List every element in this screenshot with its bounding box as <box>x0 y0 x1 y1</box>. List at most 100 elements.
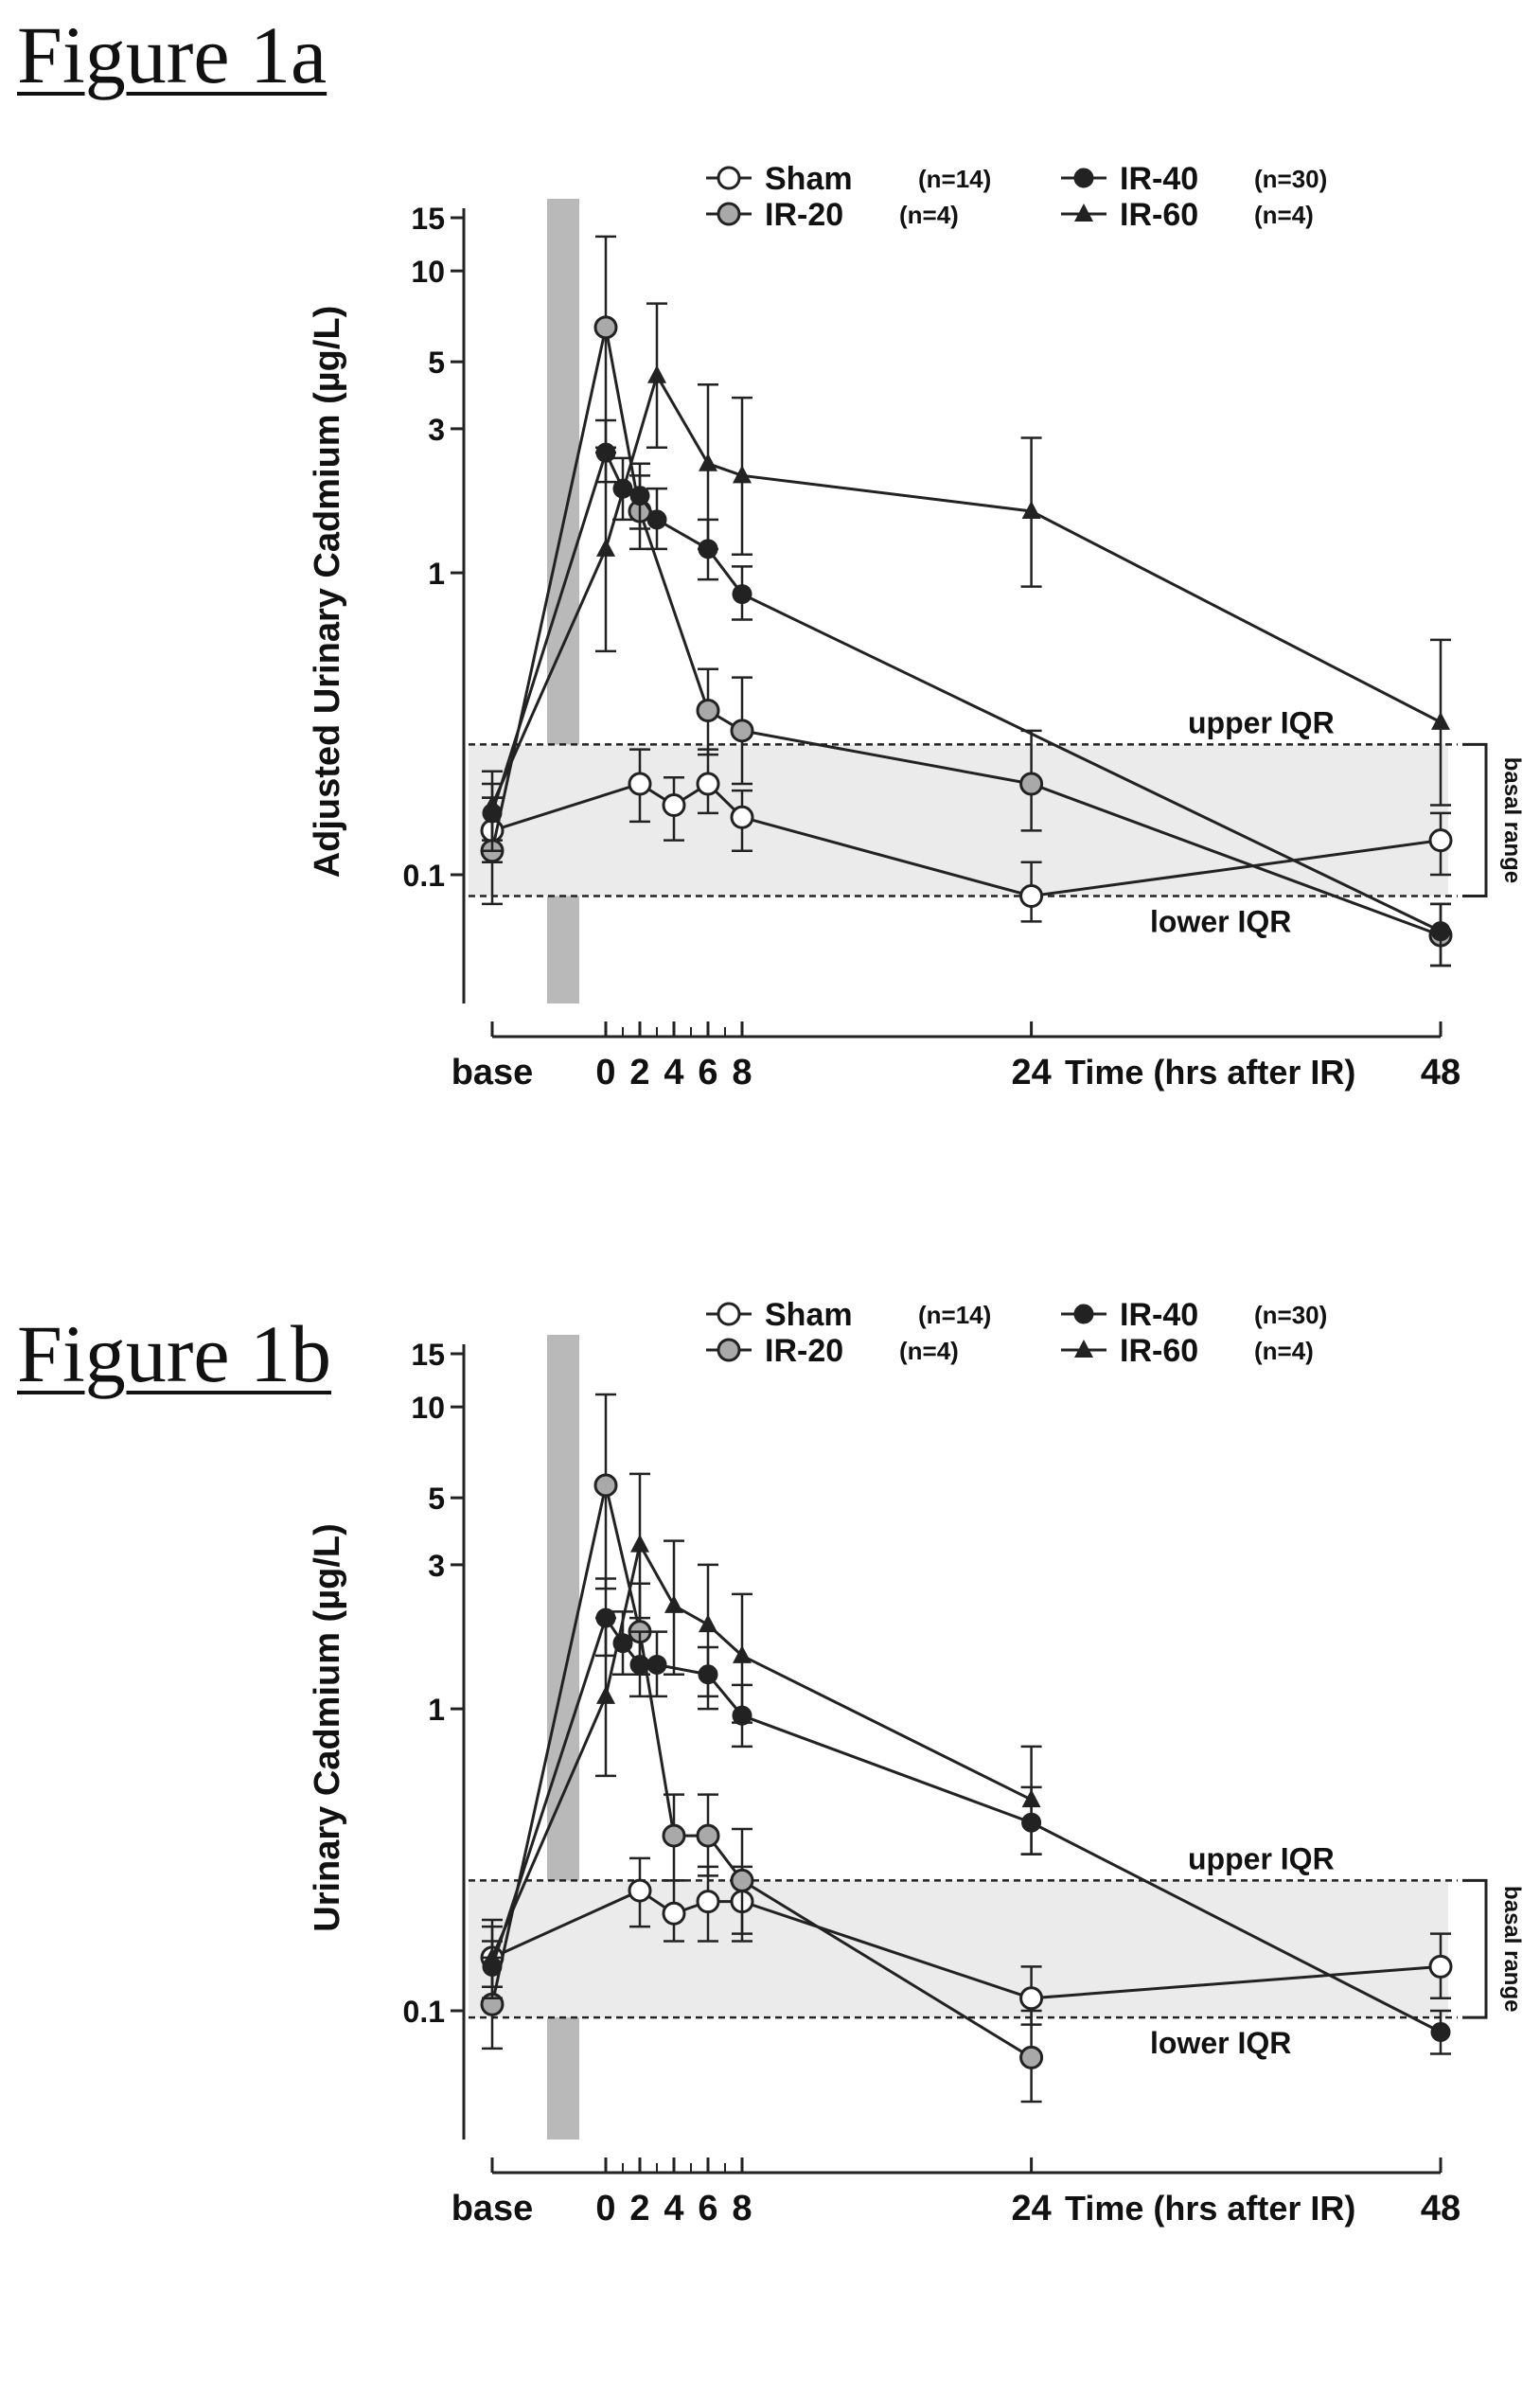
legend-entry-ir-20: IR-20 (n=4) <box>706 1333 959 1369</box>
x-tick-label: 0 <box>595 1053 615 1092</box>
y-tick-label: 15 <box>411 1338 445 1372</box>
basal-range-label: basal range <box>1499 1886 1525 2012</box>
legend-n-label: (n=14) <box>918 1301 991 1329</box>
data-point <box>664 795 684 816</box>
x-tick-label: 48 <box>1421 1053 1460 1092</box>
data-point <box>664 1825 684 1846</box>
x-tick-label: 6 <box>698 2189 717 2228</box>
x-tick-label: 4 <box>664 1053 683 1092</box>
legend-n-label: (n=30) <box>1254 1301 1327 1329</box>
data-point <box>699 453 717 471</box>
legend-marker <box>718 168 739 188</box>
lower-iqr-label: lower IQR <box>1150 2026 1291 2060</box>
legend-label: IR-20 <box>765 197 843 233</box>
legend-label: IR-60 <box>1120 1333 1198 1369</box>
y-axis-label: Urinary Cadmium (µg/L) <box>308 1523 347 1932</box>
data-point <box>630 1535 649 1553</box>
data-point <box>648 1656 665 1673</box>
basal-range-bracket <box>1462 744 1486 896</box>
x-tick-label: 48 <box>1421 2189 1460 2228</box>
data-point <box>1021 773 1042 794</box>
data-point <box>596 1686 615 1704</box>
data-point <box>631 1656 648 1673</box>
legend-entry-sham: Sham(n=14) <box>706 161 991 197</box>
data-point <box>732 807 752 827</box>
basal-range-bracket <box>1462 1880 1486 2017</box>
data-point <box>1021 886 1042 907</box>
upper-iqr-label: upper IQR <box>1188 1841 1335 1875</box>
x-tick-label: 4 <box>664 2189 683 2228</box>
data-point <box>699 1614 717 1632</box>
y-tick-label: 1 <box>428 1693 445 1727</box>
y-tick-label: 1 <box>428 557 445 591</box>
data-point <box>1432 2024 1449 2041</box>
y-axis-label: Adjusted Urinary Cadmium (µg/L) <box>308 306 347 879</box>
legend-n-label: (n=4) <box>899 1337 959 1365</box>
x-tick-label: 2 <box>629 1053 649 1092</box>
lower-iqr-label: lower IQR <box>1150 905 1291 939</box>
y-tick-label: 5 <box>428 346 445 380</box>
series-line <box>492 376 1441 806</box>
data-point <box>596 539 615 557</box>
data-point <box>629 1880 650 1901</box>
upper-iqr-label: upper IQR <box>1188 705 1335 739</box>
chart-figure-1a: upper IQR lower IQR basal range 15 10 5 3 1 0.1 A… <box>0 161 1540 1259</box>
data-point <box>1430 830 1451 851</box>
legend-marker <box>718 204 739 224</box>
legend-n-label: (n=4) <box>899 201 959 229</box>
legend-label: IR-40 <box>1120 161 1198 197</box>
x-tick-label: 8 <box>732 1053 752 1092</box>
x-axis-label: Time (hrs after IR) <box>1065 2189 1355 2228</box>
y-tick-label: 3 <box>428 1549 445 1583</box>
y-tick-label: 3 <box>428 413 445 447</box>
x-tick-label: 8 <box>732 2189 752 2228</box>
y-tick-label: 5 <box>428 1482 445 1516</box>
data-point <box>698 773 718 794</box>
y-tick-label: 0.1 <box>403 1995 445 2029</box>
data-point <box>698 1825 718 1846</box>
legend-n-label: (n=30) <box>1254 165 1327 193</box>
y-tick-label: 10 <box>411 255 445 289</box>
legend-label: IR-60 <box>1120 197 1198 233</box>
legend-label: Sham <box>765 1297 853 1333</box>
data-point <box>732 1870 752 1891</box>
basal-range-band <box>469 744 1448 896</box>
data-point <box>664 1595 683 1613</box>
data-point <box>647 365 666 383</box>
x-tick-label: 2 <box>629 2189 649 2228</box>
chart-figure-1b: upper IQR lower IQR basal range 15 10 5 3 1 0.1 U… <box>0 1297 1540 2395</box>
data-point <box>664 1903 684 1924</box>
basal-range-label: basal range <box>1499 757 1525 883</box>
data-point <box>631 488 648 505</box>
legend-n-label: (n=4) <box>1254 201 1314 229</box>
legend-label: IR-40 <box>1120 1297 1198 1333</box>
data-point <box>1432 923 1449 940</box>
legend-entry-sham: Sham (n=14) <box>706 1297 991 1333</box>
data-point <box>595 317 616 338</box>
data-point <box>595 1475 616 1496</box>
y-tick-label: 15 <box>411 202 445 236</box>
data-point <box>1431 712 1450 730</box>
legend-n-label: (n=14) <box>918 165 991 193</box>
x-tick-label: 24 <box>1011 1053 1051 1092</box>
data-point <box>698 1891 718 1912</box>
y-tick-label: 0.1 <box>403 859 445 893</box>
x-axis-label: Time (hrs after IR) <box>1065 1053 1355 1092</box>
legend-entry-ir-40: IR-40 (n=30) <box>1061 1297 1327 1333</box>
x-tick-label: 0 <box>595 2189 615 2228</box>
legend-entry-ir-60: IR-60 (n=4) <box>1061 197 1314 233</box>
legend-entry-ir-60: IR-60 (n=4) <box>1061 1333 1314 1369</box>
legend-marker <box>1075 169 1092 186</box>
data-point <box>1021 1988 1042 2009</box>
data-point <box>734 586 751 603</box>
legend-label: IR-20 <box>765 1333 843 1369</box>
data-point <box>698 700 718 720</box>
legend-marker <box>718 1304 739 1324</box>
y-tick-label: 10 <box>411 1391 445 1425</box>
x-tick-label: 24 <box>1011 2189 1051 2228</box>
data-point <box>648 511 665 528</box>
legend-marker <box>718 1340 739 1360</box>
legend-entry-ir-20: IR-20 (n=4) <box>706 197 959 233</box>
figure-1a-title: Figure 1a <box>17 8 327 102</box>
legend-n-label: (n=4) <box>1254 1337 1314 1365</box>
